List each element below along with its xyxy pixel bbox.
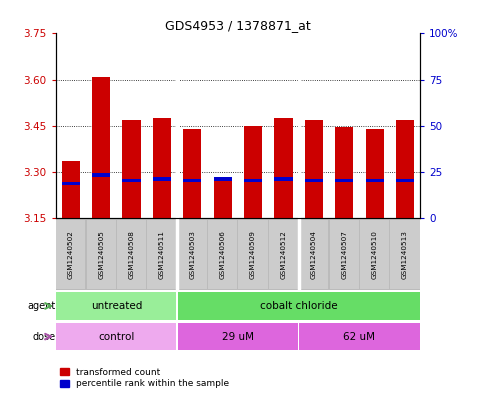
FancyBboxPatch shape [86, 220, 116, 289]
FancyBboxPatch shape [178, 292, 420, 320]
Bar [244, 126, 262, 218]
Bar [92, 77, 110, 218]
Bar [62, 161, 80, 218]
Text: untreated: untreated [91, 301, 142, 311]
Text: 29 uM: 29 uM [222, 332, 254, 342]
FancyBboxPatch shape [117, 220, 146, 289]
Bar [335, 127, 354, 218]
Bar [153, 118, 171, 218]
Bar [62, 182, 80, 185]
FancyBboxPatch shape [178, 323, 298, 351]
FancyBboxPatch shape [299, 323, 420, 351]
Bar [153, 178, 171, 180]
Bar [396, 179, 414, 182]
Bar [274, 178, 293, 180]
FancyBboxPatch shape [299, 220, 328, 289]
Text: control: control [98, 332, 134, 342]
Bar [274, 118, 293, 218]
Bar [244, 179, 262, 182]
Bar [183, 129, 201, 218]
Bar [92, 173, 110, 176]
Text: GSM1240509: GSM1240509 [250, 230, 256, 279]
Text: 62 uM: 62 uM [343, 332, 375, 342]
FancyBboxPatch shape [390, 220, 420, 289]
FancyBboxPatch shape [147, 220, 176, 289]
FancyBboxPatch shape [56, 292, 176, 320]
FancyBboxPatch shape [269, 220, 298, 289]
Bar [213, 178, 232, 180]
Bar [183, 179, 201, 182]
Bar [335, 179, 354, 182]
Text: GSM1240508: GSM1240508 [128, 230, 135, 279]
Text: GSM1240502: GSM1240502 [68, 230, 74, 279]
Text: agent: agent [28, 301, 56, 311]
FancyBboxPatch shape [360, 220, 389, 289]
Text: dose: dose [33, 332, 56, 342]
FancyBboxPatch shape [178, 220, 207, 289]
Bar [305, 179, 323, 182]
Text: GSM1240504: GSM1240504 [311, 230, 317, 279]
Bar [122, 119, 141, 218]
Text: GSM1240512: GSM1240512 [281, 230, 286, 279]
Text: GSM1240507: GSM1240507 [341, 230, 347, 279]
FancyBboxPatch shape [56, 323, 176, 351]
Bar [213, 176, 232, 218]
FancyBboxPatch shape [239, 220, 268, 289]
Text: GSM1240513: GSM1240513 [402, 230, 408, 279]
Bar [366, 129, 384, 218]
Bar [305, 119, 323, 218]
Text: GSM1240510: GSM1240510 [371, 230, 378, 279]
FancyBboxPatch shape [208, 220, 237, 289]
Text: GSM1240505: GSM1240505 [98, 230, 104, 279]
Text: GSM1240511: GSM1240511 [159, 230, 165, 279]
Bar [396, 119, 414, 218]
Bar [122, 179, 141, 182]
Text: cobalt chloride: cobalt chloride [260, 301, 338, 311]
Legend: transformed count, percentile rank within the sample: transformed count, percentile rank withi… [60, 368, 229, 389]
Title: GDS4953 / 1378871_at: GDS4953 / 1378871_at [165, 19, 311, 32]
Text: GSM1240506: GSM1240506 [220, 230, 226, 279]
Text: GSM1240503: GSM1240503 [189, 230, 195, 279]
FancyBboxPatch shape [330, 220, 359, 289]
Bar [366, 179, 384, 182]
FancyBboxPatch shape [56, 220, 85, 289]
